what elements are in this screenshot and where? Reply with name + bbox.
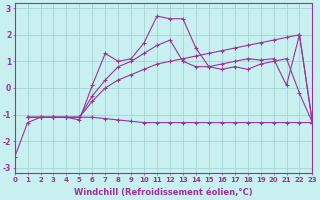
X-axis label: Windchill (Refroidissement éolien,°C): Windchill (Refroidissement éolien,°C) <box>74 188 253 197</box>
